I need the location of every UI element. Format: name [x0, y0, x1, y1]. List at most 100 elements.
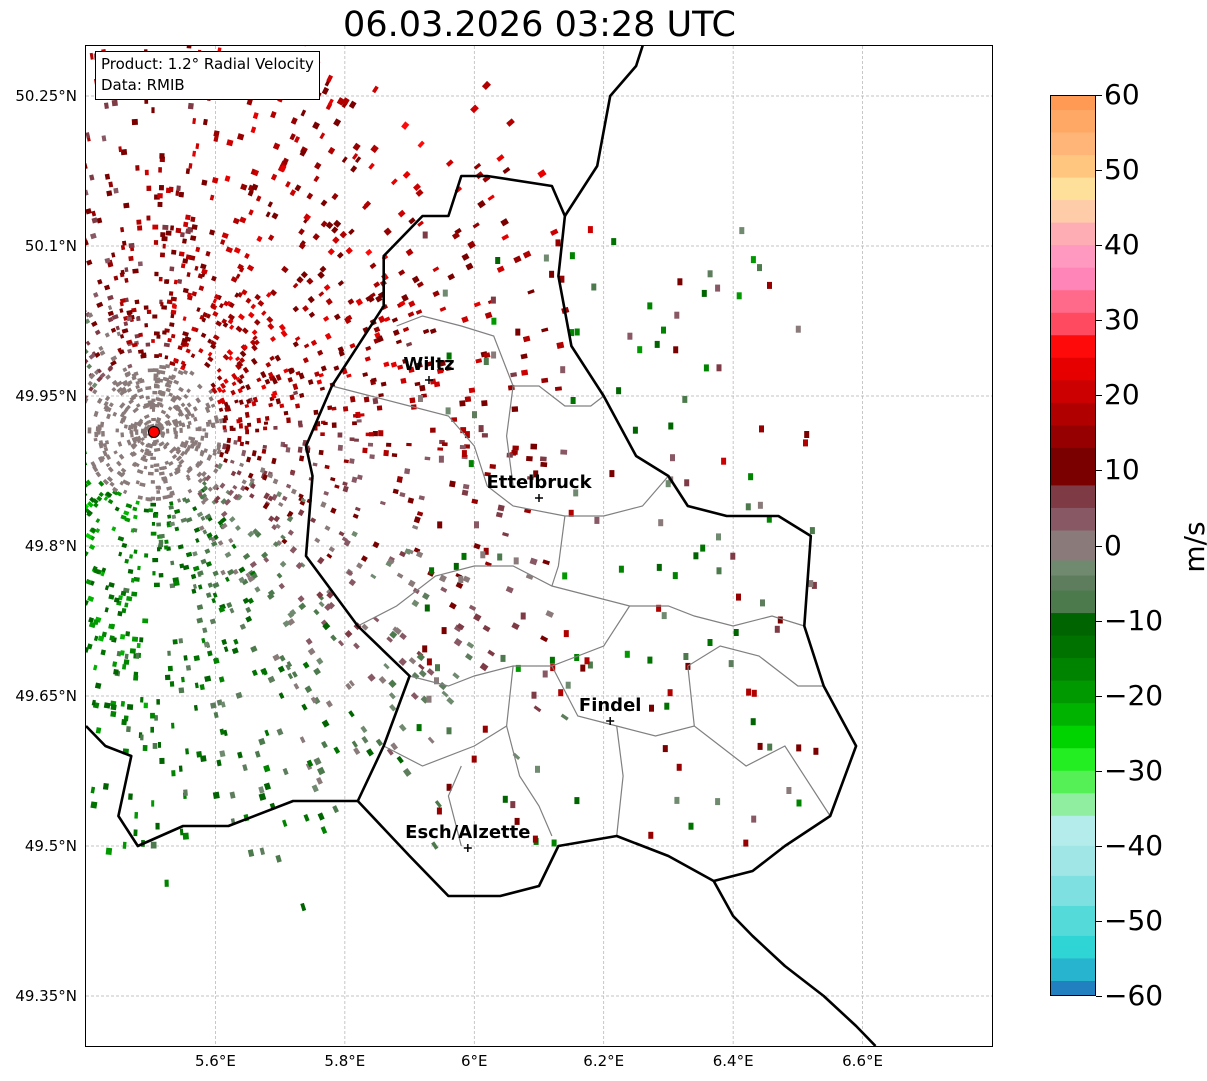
radar-gate [197, 491, 203, 497]
radar-gate [130, 577, 135, 583]
radar-gate [86, 340, 91, 346]
radar-gate [165, 387, 171, 393]
radar-gate [176, 185, 181, 191]
radar-gate [405, 341, 413, 347]
radar-gate [515, 328, 521, 336]
radar-gate [107, 310, 114, 317]
radar-gate [372, 430, 378, 437]
radar-gate [106, 190, 113, 197]
radar-gate [332, 236, 340, 244]
radar-gate [185, 214, 191, 221]
radar-gate [795, 325, 801, 333]
radar-gate [160, 370, 166, 375]
radar-gate [100, 649, 106, 656]
radar-gate [188, 436, 193, 441]
radar-gate [323, 284, 331, 291]
radar-gate [514, 817, 520, 825]
radar-gate [411, 275, 420, 284]
radar-gate [511, 622, 520, 630]
radar-gate [210, 343, 217, 350]
x-tick-label: 6.4°E [712, 1052, 754, 1070]
radar-gate [202, 428, 206, 432]
radar-gate [198, 285, 205, 291]
x-tick-label: 5.6°E [195, 1052, 236, 1070]
radar-gate [250, 126, 257, 134]
colorbar-band [1050, 980, 1096, 996]
radar-gate [212, 334, 220, 341]
radar-gate [162, 376, 168, 382]
canton-border [409, 605, 631, 687]
radar-gate [297, 595, 305, 603]
radar-gate [283, 443, 288, 448]
colorbar-band [1050, 95, 1096, 111]
radar-gate [202, 118, 208, 126]
radar-gate [320, 432, 325, 437]
radar-gate [241, 479, 247, 485]
radar-gate [396, 476, 403, 483]
radar-gate [227, 568, 235, 576]
radar-gate [142, 457, 148, 463]
radar-gate [354, 156, 362, 164]
radar-gate [144, 169, 149, 176]
radar-gate [549, 270, 555, 278]
radar-gate [227, 489, 235, 496]
radar-gate [129, 395, 137, 402]
radar-gate [282, 767, 289, 776]
radar-gate [182, 258, 189, 264]
radar-gate [337, 432, 343, 438]
radar-gate [108, 582, 115, 588]
radar-gate [203, 448, 208, 453]
radar-gate [554, 386, 562, 391]
radar-gate [106, 476, 113, 483]
radar-gate [434, 677, 439, 685]
radar-gate [337, 444, 343, 451]
colorbar-tick-label: 40 [1104, 228, 1140, 262]
radar-gate [281, 265, 289, 274]
radar-gate [102, 450, 108, 457]
radar-gate [153, 240, 159, 245]
radar-gate [323, 490, 329, 496]
radar-gate [109, 481, 115, 487]
radar-gate [105, 374, 111, 380]
radar-gate [152, 390, 158, 395]
radar-gate [124, 558, 129, 564]
radar-gate [730, 552, 736, 560]
radar-gate [237, 313, 245, 321]
radar-gate [196, 511, 204, 518]
radar-gate [110, 360, 117, 367]
radar-gate [693, 552, 699, 560]
radar-gate [173, 421, 179, 428]
radar-gate [300, 497, 306, 503]
map-panel[interactable]: Wiltz Ettelbruck Findel Esch/Alzette [85, 45, 993, 1047]
radar-gate [353, 642, 360, 650]
radar-gate [98, 345, 104, 352]
canton-border [383, 665, 514, 767]
radar-gate [215, 320, 223, 327]
radar-gate [327, 601, 336, 610]
radar-gate [126, 726, 131, 733]
radar-gate [465, 262, 474, 271]
radar-gate [294, 184, 302, 192]
radar-gate [131, 342, 138, 348]
radar-gate [233, 638, 239, 645]
radar-gate [541, 377, 549, 384]
radar-gate [101, 631, 107, 638]
radar-gate [287, 529, 294, 536]
radar-gate [144, 323, 149, 328]
radar-gate [707, 270, 713, 278]
radar-gate [160, 409, 167, 415]
radar-gate [86, 189, 89, 197]
radar-gate [405, 248, 414, 257]
radar-gate [242, 344, 248, 350]
radar-gate [96, 397, 103, 404]
radar-gate [219, 482, 226, 489]
radar-gate [667, 689, 673, 697]
radar-gate [298, 372, 305, 380]
radar-gate [299, 149, 307, 157]
radar-gate [298, 424, 303, 428]
radar-gate [348, 710, 355, 718]
radar-gate [102, 478, 110, 486]
radar-gate [670, 454, 675, 462]
radar-gate [464, 431, 470, 439]
radar-gate [233, 247, 241, 254]
